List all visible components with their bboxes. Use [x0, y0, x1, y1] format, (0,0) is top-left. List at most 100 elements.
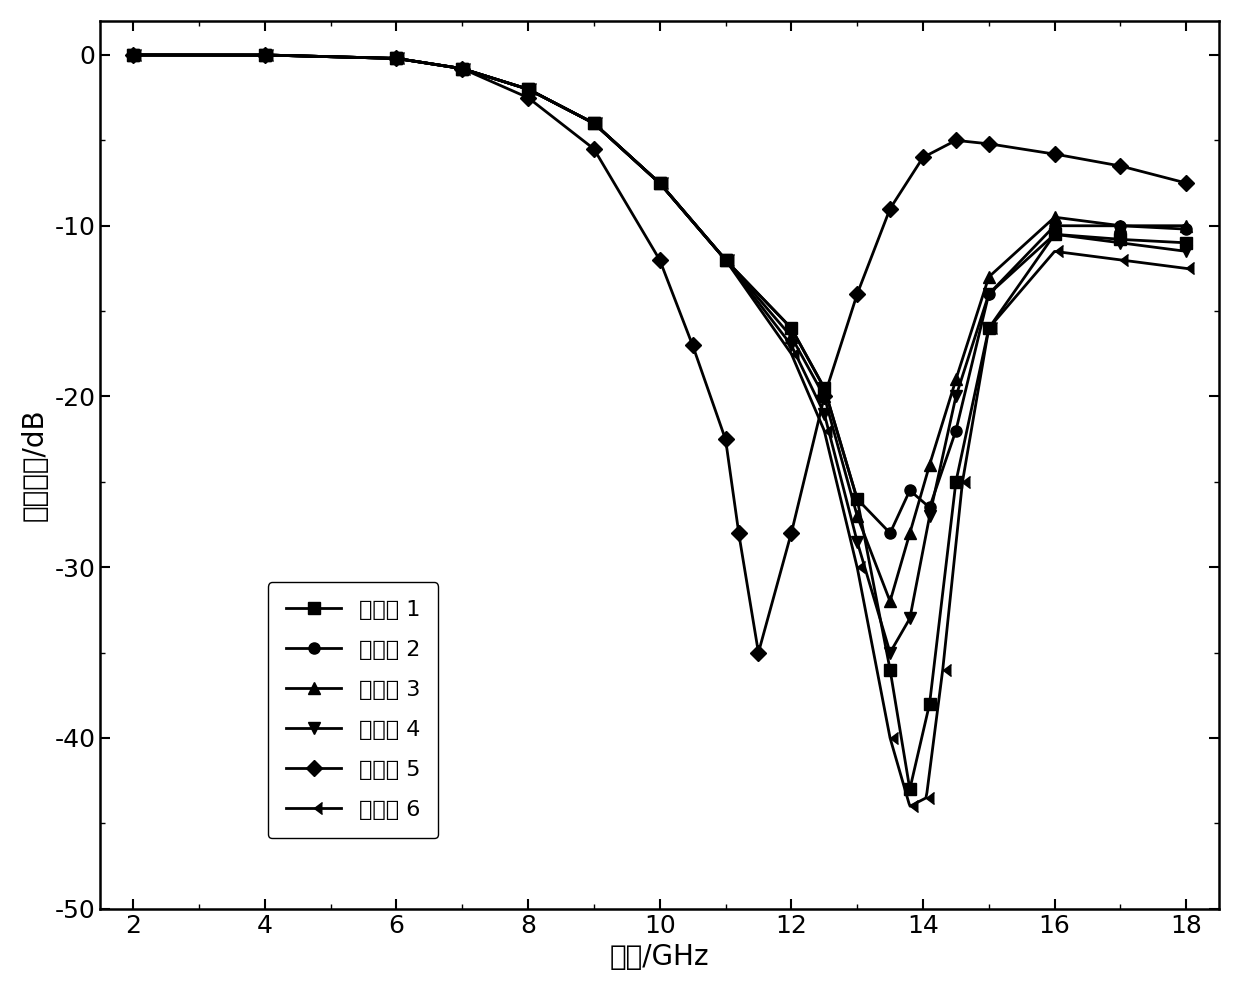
- 实施例 3: [903, 527, 918, 539]
- 实施例 5: [125, 49, 140, 61]
- 实施例 3: [587, 117, 601, 129]
- 实施例 6: [1179, 263, 1194, 275]
- 实施例 3: [389, 53, 404, 64]
- 实施例 4: [125, 49, 140, 61]
- 实施例 3: [258, 49, 273, 61]
- 实施例 6: [652, 178, 667, 189]
- 实施例 2: [389, 53, 404, 64]
- 实施例 6: [784, 348, 799, 360]
- 实施例 3: [784, 330, 799, 342]
- 实施例 3: [125, 49, 140, 61]
- 实施例 3: [949, 373, 963, 385]
- 实施例 5: [521, 91, 536, 103]
- 实施例 4: [949, 391, 963, 403]
- 实施例 4: [923, 510, 937, 522]
- 实施例 6: [1114, 254, 1128, 266]
- 实施例 1: [883, 664, 898, 676]
- 实施例 6: [919, 792, 934, 804]
- 实施例 5: [915, 152, 930, 164]
- Legend: 实施例 1, 实施例 2, 实施例 3, 实施例 4, 实施例 5, 实施例 6: 实施例 1, 实施例 2, 实施例 3, 实施例 4, 实施例 5, 实施例 6: [268, 582, 439, 838]
- 实施例 6: [817, 425, 832, 436]
- 实施例 2: [784, 322, 799, 334]
- 实施例 2: [1179, 223, 1194, 235]
- 实施例 2: [258, 49, 273, 61]
- 实施例 3: [923, 459, 937, 471]
- 实施例 4: [587, 117, 601, 129]
- 实施例 2: [1048, 220, 1063, 232]
- 实施例 3: [652, 178, 667, 189]
- 实施例 1: [258, 49, 273, 61]
- 实施例 4: [389, 53, 404, 64]
- 实施例 1: [981, 322, 996, 334]
- 实施例 1: [903, 784, 918, 796]
- 实施例 2: [883, 527, 898, 539]
- 实施例 5: [258, 49, 273, 61]
- 实施例 2: [652, 178, 667, 189]
- 实施例 1: [718, 254, 733, 266]
- 实施例 5: [686, 339, 701, 351]
- 实施例 2: [849, 493, 864, 505]
- 实施例 1: [849, 493, 864, 505]
- 实施例 4: [883, 647, 898, 659]
- 实施例 3: [718, 254, 733, 266]
- 实施例 5: [751, 647, 766, 659]
- 实施例 6: [883, 732, 898, 744]
- 实施例 3: [1179, 220, 1194, 232]
- 实施例 5: [718, 434, 733, 445]
- 实施例 4: [849, 536, 864, 548]
- 实施例 4: [455, 62, 470, 74]
- 实施例 4: [784, 339, 799, 351]
- 实施例 1: [1048, 228, 1063, 240]
- 实施例 1: [521, 83, 536, 95]
- 实施例 5: [949, 134, 963, 146]
- 实施例 5: [981, 138, 996, 150]
- 实施例 1: [784, 322, 799, 334]
- 实施例 6: [521, 83, 536, 95]
- 实施例 2: [923, 502, 937, 514]
- 实施例 5: [784, 527, 799, 539]
- 实施例 4: [1179, 245, 1194, 257]
- Line: 实施例 3: 实施例 3: [128, 50, 1192, 607]
- 实施例 1: [125, 49, 140, 61]
- 实施例 6: [1048, 245, 1063, 257]
- 实施例 3: [981, 271, 996, 283]
- 实施例 1: [817, 382, 832, 394]
- 实施例 5: [849, 288, 864, 300]
- 实施例 5: [732, 527, 746, 539]
- Line: 实施例 5: 实施例 5: [128, 50, 1192, 658]
- 实施例 1: [1179, 237, 1194, 249]
- 实施例 3: [883, 595, 898, 607]
- 实施例 4: [903, 612, 918, 624]
- 实施例 3: [849, 510, 864, 522]
- 实施例 6: [587, 117, 601, 129]
- 实施例 3: [817, 391, 832, 403]
- 实施例 5: [587, 143, 601, 155]
- 实施例 4: [652, 178, 667, 189]
- 实施例 6: [935, 664, 950, 676]
- 实施例 4: [1048, 228, 1063, 240]
- 实施例 4: [258, 49, 273, 61]
- 实施例 6: [258, 49, 273, 61]
- 实施例 2: [455, 62, 470, 74]
- 实施例 4: [981, 288, 996, 300]
- 实施例 6: [125, 49, 140, 61]
- 实施例 2: [981, 288, 996, 300]
- 实施例 2: [903, 484, 918, 496]
- 实施例 1: [1114, 233, 1128, 245]
- 实施例 3: [1048, 211, 1063, 223]
- 实施例 1: [389, 53, 404, 64]
- Line: 实施例 4: 实施例 4: [128, 50, 1192, 658]
- 实施例 2: [718, 254, 733, 266]
- 实施例 6: [849, 561, 864, 573]
- 实施例 2: [949, 425, 963, 436]
- 实施例 2: [1114, 220, 1128, 232]
- 实施例 4: [718, 254, 733, 266]
- 实施例 1: [587, 117, 601, 129]
- 实施例 2: [587, 117, 601, 129]
- 实施例 5: [883, 202, 898, 214]
- Line: 实施例 1: 实施例 1: [128, 50, 1192, 795]
- 实施例 1: [923, 698, 937, 710]
- 实施例 2: [521, 83, 536, 95]
- 实施例 5: [1114, 160, 1128, 172]
- 实施例 4: [817, 408, 832, 420]
